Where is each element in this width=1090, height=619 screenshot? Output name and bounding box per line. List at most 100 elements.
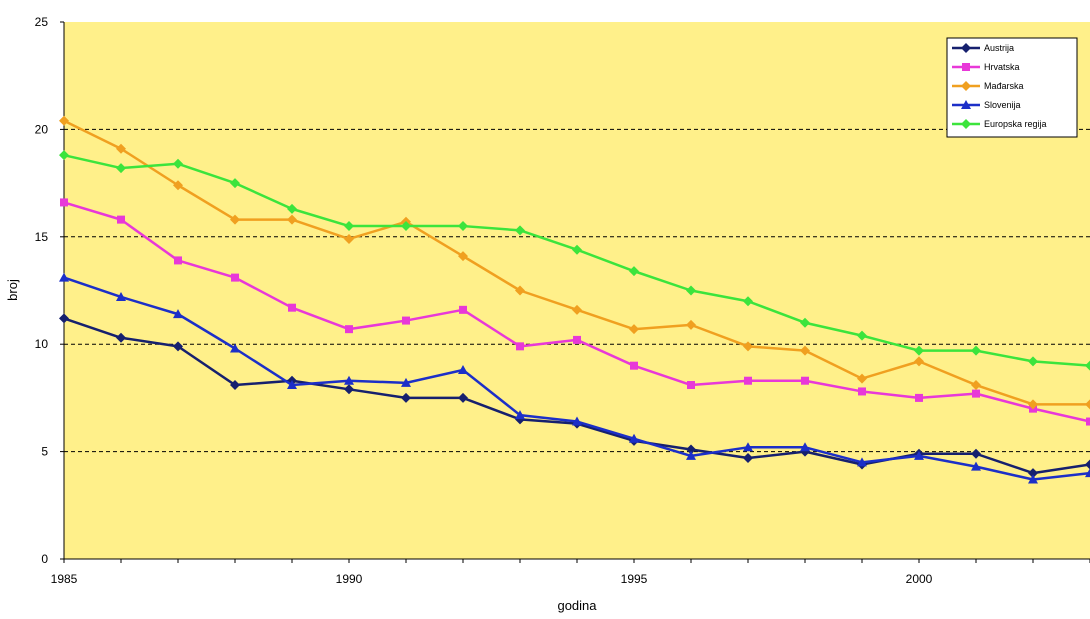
data-point-hrvatska-2000 (915, 393, 923, 402)
legend: Austrija Hrvatska Mađarska Slovenija Europsk… (946, 37, 1078, 138)
data-point-slovenija-1987 (173, 309, 183, 319)
data-point-hrvatska-1996 (687, 381, 695, 390)
data-point-slovenija-2002 (1028, 474, 1038, 484)
data-point-ma-arska-1995 (629, 324, 639, 335)
x-tick-labels: 1985 1990 1995 2000 (51, 572, 933, 586)
data-point-slovenija-2000 (914, 450, 924, 460)
data-point-austrija-1990 (344, 384, 354, 395)
data-point-hrvatska-1990 (345, 325, 353, 334)
data-point-europska-regija-2000 (914, 345, 924, 356)
x-tick-label-2000: 2000 (906, 572, 933, 586)
data-point-hrvatska-1999 (858, 387, 866, 396)
data-point-ma-arska-1993 (515, 285, 525, 296)
data-point-ma-arska-1996 (686, 319, 696, 330)
data-point-austrija-1988 (230, 380, 240, 391)
plot-area (64, 22, 1090, 559)
data-point-hrvatska-1994 (573, 335, 581, 344)
data-point-europska-regija-1991 (401, 221, 411, 232)
series-group (59, 115, 1090, 484)
data-point-europska-regija-1993 (515, 225, 525, 236)
data-point-austrija-1987 (173, 341, 183, 352)
data-point-slovenija-2003 (1085, 468, 1090, 478)
data-point-hrvatska-1989 (288, 303, 296, 312)
data-point-europska-regija-2001 (971, 345, 981, 356)
data-point-europska-regija-1988 (230, 178, 240, 189)
data-point-slovenija-1997 (743, 442, 753, 452)
data-point-austrija-2002 (1028, 468, 1038, 479)
x-axis-title: godina (557, 598, 597, 613)
legend-swatch-marker-europska-regija (961, 119, 971, 129)
data-point-slovenija-1994 (572, 416, 582, 426)
axes (60, 21, 1090, 563)
data-point-hrvatska-1993 (516, 342, 524, 351)
data-point-ma-arska-1999 (857, 373, 867, 384)
data-point-ma-arska-1997 (743, 341, 753, 352)
y-tick-label-15: 15 (35, 230, 49, 244)
data-point-slovenija-1996 (686, 450, 696, 460)
data-point-austrija-2001 (971, 448, 981, 459)
legend-label-austrija: Austrija (984, 43, 1014, 53)
data-point-ma-arska-1986 (116, 143, 126, 154)
data-point-slovenija-1999 (857, 457, 867, 467)
data-point-hrvatska-1987 (174, 256, 182, 265)
legend-label-europska-regija: Europska regija (984, 119, 1047, 129)
data-point-europska-regija-1995 (629, 266, 639, 277)
data-point-slovenija-1992 (458, 364, 468, 374)
legend-label-hrvatska: Hrvatska (984, 62, 1020, 72)
series-slovenija (59, 272, 1090, 484)
data-point-ma-arska-2003 (1085, 399, 1090, 410)
data-point-ma-arska-1998 (800, 345, 810, 356)
data-point-ma-arska-1985 (59, 115, 69, 126)
data-point-europska-regija-1987 (173, 158, 183, 169)
legend-label-ma-arska: Mađarska (984, 81, 1024, 91)
data-point-europska-regija-1992 (458, 221, 468, 232)
data-point-slovenija-1993 (515, 410, 525, 420)
data-point-europska-regija-1996 (686, 285, 696, 296)
data-point-europska-regija-1998 (800, 317, 810, 328)
data-point-hrvatska-2001 (972, 389, 980, 398)
data-point-ma-arska-1987 (173, 180, 183, 191)
legend-swatch-marker-slovenija (961, 100, 971, 109)
data-point-slovenija-1998 (800, 442, 810, 452)
data-point-austrija-1996 (686, 444, 696, 455)
data-point-ma-arska-1989 (287, 214, 297, 225)
data-point-austrija-1985 (59, 313, 69, 324)
series-hrvatska (60, 198, 1090, 426)
data-point-ma-arska-1994 (572, 304, 582, 315)
data-point-hrvatska-1995 (630, 361, 638, 370)
data-point-ma-arska-2002 (1028, 399, 1038, 410)
data-point-ma-arska-2001 (971, 380, 981, 391)
data-point-europska-regija-1997 (743, 296, 753, 307)
x-tick-label-1985: 1985 (51, 572, 78, 586)
data-point-austrija-1997 (743, 453, 753, 464)
data-point-slovenija-2001 (971, 461, 981, 471)
data-point-austrija-1991 (401, 392, 411, 403)
y-tick-label-25: 25 (35, 15, 49, 29)
series-europska-regija (59, 150, 1090, 371)
legend-swatch-marker-ma-arska (961, 81, 971, 91)
y-tick-label-20: 20 (35, 122, 49, 136)
data-point-slovenija-1995 (629, 433, 639, 443)
data-point-slovenija-1989 (287, 380, 297, 390)
data-point-europska-regija-1990 (344, 221, 354, 232)
data-point-austrija-1986 (116, 332, 126, 343)
x-tick-label-1990: 1990 (336, 572, 363, 586)
data-point-hrvatska-1985 (60, 198, 68, 207)
legend-swatch-marker-austrija (961, 43, 971, 53)
data-point-slovenija-1988 (230, 343, 240, 353)
data-point-hrvatska-1992 (459, 305, 467, 314)
data-point-ma-arska-2000 (914, 356, 924, 367)
data-point-europska-regija-2002 (1028, 356, 1038, 367)
legend-label-slovenija: Slovenija (984, 100, 1021, 110)
data-point-slovenija-1985 (59, 272, 69, 282)
data-point-europska-regija-1994 (572, 244, 582, 255)
data-point-europska-regija-2003 (1085, 360, 1090, 371)
data-point-hrvatska-2003 (1086, 417, 1090, 426)
series-ma-arska (59, 115, 1090, 410)
y-tick-label-0: 0 (41, 552, 48, 566)
data-point-ma-arska-1990 (344, 233, 354, 244)
data-point-europska-regija-1985 (59, 150, 69, 161)
y-tick-labels: 0 5 10 15 20 25 (35, 15, 49, 566)
y-tick-label-5: 5 (41, 445, 48, 459)
